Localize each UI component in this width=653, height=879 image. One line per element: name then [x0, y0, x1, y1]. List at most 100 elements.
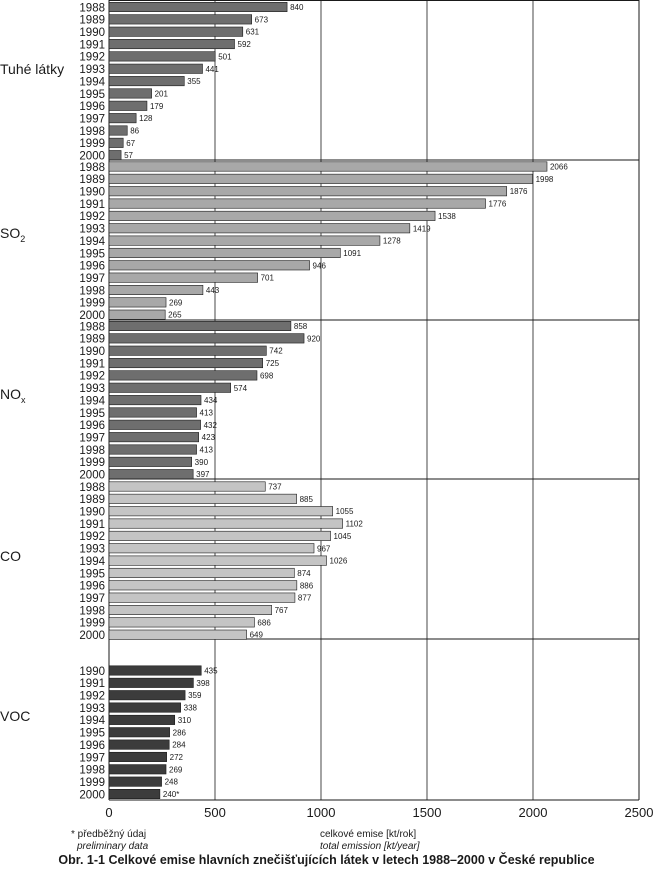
bar: [108, 580, 298, 591]
year-label: 2000: [79, 789, 105, 801]
year-label: 2000: [79, 151, 105, 163]
group-label-subscript: 2: [20, 233, 26, 244]
bar: [108, 407, 197, 418]
group-label: Tuhé látky: [0, 61, 64, 77]
value-label: 201: [155, 89, 169, 98]
bar: [108, 419, 201, 430]
bar: [108, 210, 436, 221]
bar: [108, 456, 192, 467]
year-label: 1996: [79, 261, 105, 273]
bar: [108, 727, 170, 738]
year-label: 1989: [79, 494, 105, 506]
value-label: 413: [200, 408, 214, 417]
year-label: 1993: [79, 224, 105, 236]
year-label: 1996: [79, 581, 105, 593]
bar: [108, 173, 533, 184]
bar: [108, 309, 166, 320]
bar: [108, 63, 203, 74]
year-label: 1989: [79, 334, 105, 346]
bar: [108, 592, 296, 603]
year-label: 1991: [79, 358, 105, 370]
year-label: 1990: [79, 666, 105, 678]
year-label: 1992: [79, 52, 105, 64]
x-axis-title-cz: celkové emise [kt/rok]: [320, 829, 417, 840]
year-label: 1988: [79, 321, 105, 333]
value-label: 310: [178, 716, 192, 725]
value-label: 701: [261, 274, 275, 283]
year-label: 1993: [79, 64, 105, 76]
bar: [108, 702, 181, 713]
value-label: 874: [297, 569, 311, 578]
year-label: 2000: [79, 310, 105, 322]
bar: [108, 161, 548, 172]
year-label: 1991: [79, 519, 105, 531]
value-label: 1776: [489, 200, 507, 209]
value-label: 877: [298, 594, 312, 603]
value-label: 1091: [343, 249, 361, 258]
group-label-text: VOC: [0, 708, 31, 724]
x-axis-title: celkové emise [kt/rok] total emission [k…: [320, 829, 419, 853]
year-label: 1994: [79, 236, 105, 248]
value-label: 86: [130, 127, 139, 136]
year-label: 1995: [79, 568, 105, 580]
year-label: 1998: [79, 445, 105, 457]
year-label: 1997: [79, 752, 105, 764]
value-label: 272: [170, 753, 184, 762]
value-label: 434: [204, 396, 218, 405]
value-label: 269: [169, 765, 183, 774]
year-label: 1991: [79, 678, 105, 690]
value-label: 1026: [330, 557, 348, 566]
year-label: 1999: [79, 298, 105, 310]
value-label: 397: [196, 470, 210, 479]
year-label: 1999: [79, 618, 105, 630]
value-label: 698: [260, 371, 274, 380]
group-label: NOx: [0, 386, 26, 405]
year-label: 1997: [79, 593, 105, 605]
bar: [108, 88, 152, 99]
bar: [108, 629, 247, 640]
group-label: VOC: [0, 708, 30, 724]
value-label: 742: [269, 347, 283, 356]
year-label: 1990: [79, 187, 105, 199]
value-label: 920: [307, 334, 321, 343]
year-label: 1998: [79, 285, 105, 297]
value-label: 338: [184, 704, 198, 713]
value-label: 128: [139, 114, 153, 123]
bar: [108, 481, 266, 492]
group-label-text: CO: [0, 548, 21, 564]
value-label: 725: [266, 359, 280, 368]
bar: [108, 39, 235, 50]
x-axis-title-en: total emission [kt/year]: [320, 841, 420, 852]
bar: [108, 113, 137, 124]
x-tick-label: 1500: [413, 805, 442, 820]
value-label: 840: [290, 3, 304, 12]
bar: [108, 235, 381, 246]
bar: [108, 14, 252, 25]
value-label: 886: [300, 581, 314, 590]
footnote-cz: * předběžný údaj: [71, 829, 147, 840]
bar: [108, 555, 327, 566]
group-label: SO2: [0, 225, 26, 244]
group-label: CO: [0, 548, 21, 564]
bar: [108, 150, 122, 161]
value-label: 946: [313, 261, 327, 270]
value-label: 435: [204, 667, 218, 676]
footnote: * předběžný údaj preliminary data: [71, 829, 148, 853]
value-label: 673: [255, 15, 269, 24]
value-label: 359: [188, 691, 202, 700]
value-label: 1419: [413, 224, 431, 233]
bar: [108, 125, 128, 136]
bar: [108, 543, 315, 554]
year-label: 1989: [79, 15, 105, 27]
group-label-subscript: x: [21, 394, 26, 405]
bar: [108, 617, 255, 628]
value-label: 592: [238, 40, 252, 49]
value-label: 1045: [334, 532, 352, 541]
year-label: 2000: [79, 470, 105, 482]
bar: [108, 26, 244, 37]
year-label: 1994: [79, 395, 105, 407]
bar: [108, 333, 305, 344]
value-label: 179: [150, 102, 164, 111]
year-label: 1996: [79, 101, 105, 113]
